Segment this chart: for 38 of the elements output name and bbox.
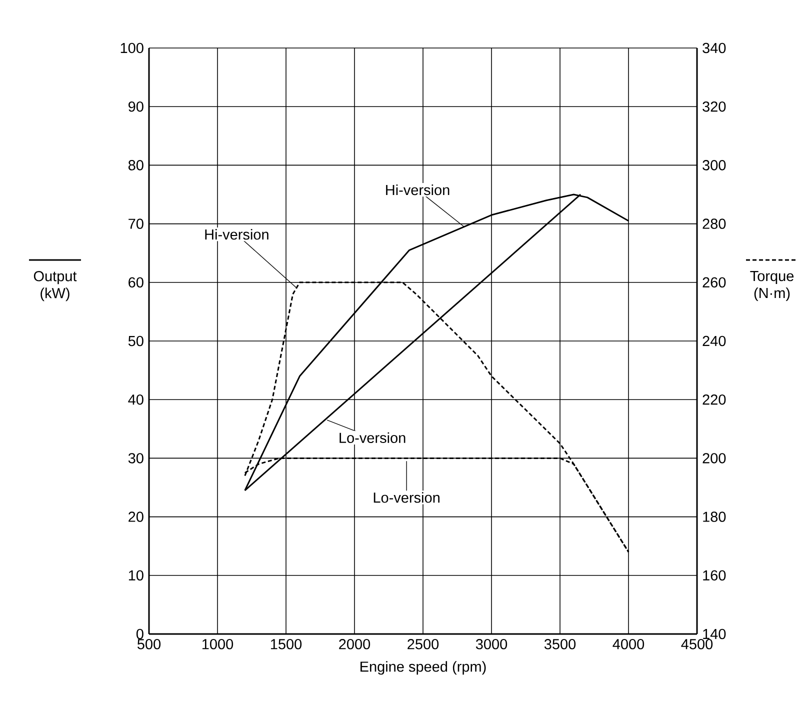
- annotation: Lo-version: [374, 492, 440, 503]
- y-tick-label: 50: [128, 336, 144, 346]
- y-tick-label: 80: [128, 160, 144, 170]
- y-tick-label: 40: [128, 394, 144, 405]
- y-tick-label: 70: [128, 218, 144, 229]
- y2-tick-label: 320: [702, 101, 726, 112]
- y-tick-label: 0: [136, 628, 144, 640]
- x-tick-label: 4000: [612, 639, 644, 650]
- y-tick-label: 100: [120, 42, 144, 54]
- y2-tick-label: 340: [702, 42, 726, 54]
- y2-tick-label: 300: [702, 160, 726, 170]
- x-tick-label: 3500: [544, 639, 576, 650]
- y2-tick-label: 280: [702, 218, 726, 229]
- y2-tick-label: 260: [702, 277, 726, 288]
- y2-tick-label: 200: [702, 453, 726, 464]
- x-tick-label: 1000: [202, 639, 234, 650]
- y2-tick-label: 220: [702, 394, 726, 405]
- y-tick-label: 10: [128, 570, 144, 581]
- x-tick-label: 2000: [339, 639, 370, 650]
- x-tick-label: 1500: [270, 639, 302, 650]
- x-tick-label: 4500: [681, 639, 713, 650]
- y2-tick-label: 160: [703, 570, 726, 581]
- annotation: Lo-version: [340, 432, 406, 444]
- annotation: Hi-version: [205, 229, 268, 240]
- x-tick-label: 500: [137, 639, 161, 650]
- y-tick-label: 30: [128, 453, 144, 464]
- y-tick-label: 20: [128, 512, 144, 522]
- y2-axis-title: Torque (N·m): [750, 271, 794, 301]
- y-tick-label: 90: [128, 101, 144, 112]
- annotation: Hi-version: [386, 184, 450, 196]
- y2-tick-label: 180: [703, 512, 726, 522]
- y-axis-title: Output (kW): [34, 271, 77, 302]
- y2-tick-label: 240: [702, 336, 726, 346]
- y-tick-label: 60: [128, 277, 144, 288]
- y2-tick-label: 140: [703, 628, 726, 640]
- x-tick-label: 3000: [476, 639, 508, 650]
- x-tick-label: 2500: [408, 639, 439, 650]
- x-axis-title: Engine speed (rpm): [360, 661, 486, 675]
